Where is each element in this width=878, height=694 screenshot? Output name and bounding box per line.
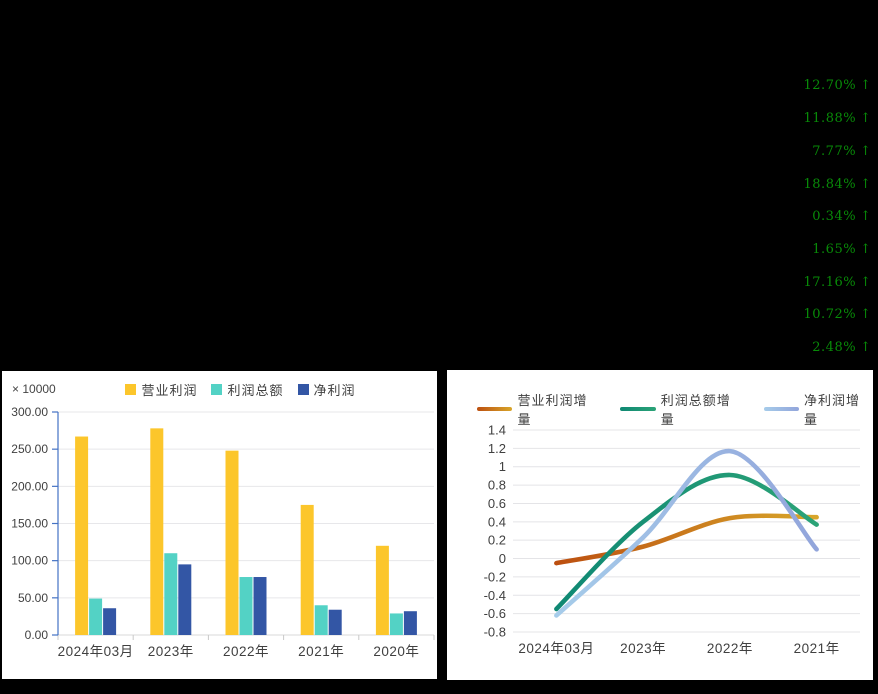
line-chart: 1.4 1.2 1 0.8 0.6 0.4 0.2 0 -0.2 -0.4 -0.6 -0.8 2024…: [484, 423, 860, 656]
svg-text:0.00: 0.00: [25, 628, 49, 642]
change-row: 12.70% ↑: [804, 70, 871, 103]
svg-text:2021年: 2021年: [298, 644, 344, 659]
svg-text:150.00: 150.00: [11, 517, 48, 531]
svg-text:0.6: 0.6: [488, 496, 506, 511]
up-arrow-icon: ↑: [860, 209, 871, 225]
change-value: 1.65%: [812, 241, 857, 257]
up-arrow-icon: ↑: [860, 241, 871, 257]
up-arrow-icon: ↑: [860, 274, 871, 290]
svg-text:300.00: 300.00: [11, 405, 48, 419]
up-arrow-icon: ↑: [860, 111, 871, 127]
change-row: 18.84% ↑: [804, 168, 871, 201]
svg-text:2023年: 2023年: [148, 644, 194, 659]
change-row: 11.88% ↑: [804, 102, 871, 135]
legend-item-total-profit-growth: 利润总额增量: [620, 390, 743, 428]
svg-text:0.8: 0.8: [488, 478, 506, 493]
svg-text:2024年03月: 2024年03月: [58, 644, 134, 659]
svg-text:0.2: 0.2: [488, 533, 506, 548]
y-axis-unit-label: × 10000: [12, 382, 56, 396]
profit-bar-chart-panel: × 10000 营业利润 利润总额 净利润 0.00 50.00 100.00 150…: [2, 371, 437, 679]
svg-text:1: 1: [499, 459, 506, 474]
svg-text:2022年: 2022年: [707, 641, 753, 656]
change-value: 7.77%: [812, 143, 857, 159]
profit-growth-line-chart-panel: 营业利润增量 利润总额增量 净利润增量 1.4 1.2 1 0.8 0.6 0.4 0.2 0…: [447, 370, 873, 680]
change-row: 7.77% ↑: [812, 135, 871, 168]
svg-text:-0.2: -0.2: [484, 569, 506, 584]
up-arrow-icon: ↑: [860, 143, 871, 159]
legend-swatch-operating-profit: [125, 384, 137, 395]
svg-text:200.00: 200.00: [11, 479, 48, 493]
change-percentage-list: 12.70% ↑ 11.88% ↑ 7.77% ↑ 18.84% ↑ 0.34%…: [804, 70, 871, 364]
change-row: 2.48% ↑: [812, 331, 871, 364]
change-value: 2.48%: [812, 339, 857, 355]
svg-text:-0.8: -0.8: [484, 625, 506, 640]
legend-swatch-total-profit: [211, 384, 223, 395]
legend-label: 利润总额: [227, 383, 284, 398]
legend-item-net-profit: 净利润: [297, 380, 356, 399]
change-row: 1.65% ↑: [812, 233, 871, 266]
change-value: 10.72%: [803, 307, 857, 323]
legend-label: 营业利润: [141, 383, 198, 398]
up-arrow-icon: ↑: [860, 339, 871, 355]
svg-text:2024年03月: 2024年03月: [518, 641, 594, 656]
change-value: 18.84%: [803, 176, 857, 192]
legend-label: 利润总额增量: [660, 393, 731, 427]
svg-text:250.00: 250.00: [11, 442, 48, 456]
legend-item-operating-profit-growth: 营业利润增量: [477, 390, 600, 428]
change-value: 0.34%: [812, 209, 857, 225]
legend-swatch-total-profit-growth: [620, 406, 656, 412]
svg-text:2023年: 2023年: [620, 641, 666, 656]
svg-text:-0.4: -0.4: [484, 588, 506, 603]
change-value: 12.70%: [803, 78, 857, 94]
svg-text:50.00: 50.00: [18, 591, 48, 605]
legend-label: 营业利润增量: [517, 393, 588, 427]
svg-text:0: 0: [499, 551, 506, 566]
up-arrow-icon: ↑: [860, 176, 871, 192]
legend-swatch-operating-profit-growth: [477, 406, 513, 412]
legend-swatch-net-profit-growth: [763, 406, 799, 412]
svg-text:100.00: 100.00: [11, 554, 48, 568]
change-value: 17.16%: [803, 274, 857, 290]
svg-text:1.4: 1.4: [488, 423, 506, 438]
change-row: 17.16% ↑: [804, 266, 871, 299]
change-row: 0.34% ↑: [812, 200, 871, 233]
legend-item-net-profit-growth: 净利润增量: [763, 390, 873, 428]
change-value: 11.88%: [803, 111, 857, 127]
line-chart-legend: 营业利润增量 利润总额增量 净利润增量: [447, 390, 873, 428]
bar-chart-legend: 营业利润 利润总额 净利润: [2, 380, 437, 399]
legend-item-total-profit: 利润总额: [211, 380, 283, 399]
bar-chart: 0.00 50.00 100.00 150.00 200.00 250.00 300.00 2…: [11, 405, 435, 659]
up-arrow-icon: ↑: [860, 78, 871, 94]
legend-label: 净利润: [313, 383, 356, 398]
legend-swatch-net-profit: [297, 384, 309, 395]
up-arrow-icon: ↑: [860, 307, 871, 323]
svg-text:2021年: 2021年: [794, 641, 840, 656]
svg-text:0.4: 0.4: [488, 514, 506, 529]
legend-item-operating-profit: 营业利润: [125, 380, 197, 399]
svg-text:2020年: 2020年: [373, 644, 419, 659]
svg-text:1.2: 1.2: [488, 441, 506, 456]
svg-text:-0.6: -0.6: [484, 606, 506, 621]
legend-label: 净利润增量: [804, 393, 861, 427]
change-row: 10.72% ↑: [804, 298, 871, 331]
svg-text:2022年: 2022年: [223, 644, 269, 659]
